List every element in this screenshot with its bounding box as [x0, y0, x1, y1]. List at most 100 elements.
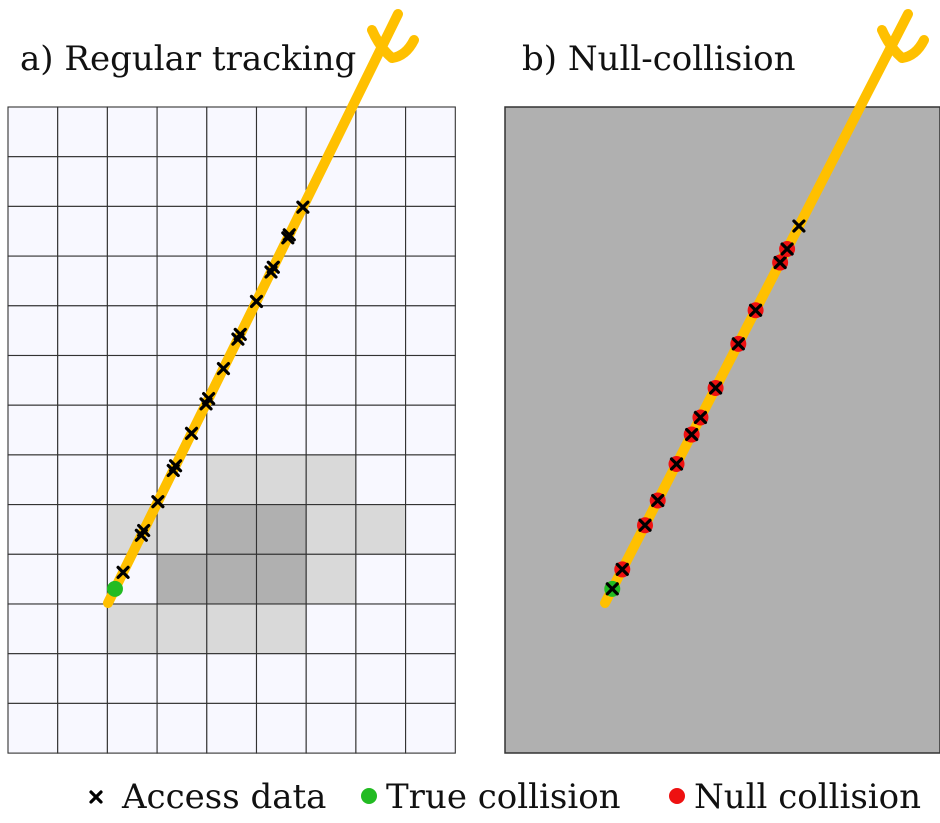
- grid-cell: [206, 553, 258, 605]
- collision-markers: [106, 200, 310, 597]
- grid-cell: [355, 106, 407, 158]
- grid-cell: [206, 603, 258, 655]
- forked-arrow-icon: [877, 25, 929, 63]
- grid-cell: [7, 305, 59, 357]
- grid-cell: [156, 106, 208, 158]
- grid-cell: [305, 404, 357, 456]
- grid-cell: [57, 702, 108, 754]
- grid-cell: [206, 454, 258, 506]
- grid-cell: [106, 603, 158, 655]
- grid-cell: [57, 454, 108, 506]
- access-mark: [693, 410, 708, 425]
- panel-b-title: b) Null-collision: [522, 39, 796, 79]
- access-mark: [184, 426, 199, 440]
- grid-cell: [57, 553, 108, 605]
- grid-cell: [156, 156, 208, 207]
- grid-cell: [7, 106, 59, 158]
- green-dot-icon: [361, 788, 377, 804]
- access-mark: [202, 392, 216, 406]
- panel-regular-tracking: [7, 9, 456, 754]
- grid-cell: [206, 156, 258, 207]
- grid-cell: [255, 553, 307, 605]
- grid-cell: [355, 603, 407, 655]
- access-mark: [773, 255, 787, 270]
- grid-cell: [405, 354, 456, 406]
- grid-cell: [355, 653, 407, 704]
- legend-true-collision-label: True collision: [386, 777, 621, 817]
- grid-cell: [57, 653, 108, 704]
- red-dot-icon: [669, 788, 685, 804]
- access-mark: [748, 303, 763, 317]
- grid-cell: [206, 205, 258, 257]
- grid-cell: [156, 702, 208, 754]
- grid-cell: [255, 354, 307, 406]
- grid-cell: [57, 404, 108, 456]
- grid-cell: [255, 454, 307, 506]
- voxel-grid: [7, 106, 456, 754]
- grid-cell: [106, 354, 158, 406]
- grid-cell: [355, 404, 407, 456]
- access-mark: [89, 790, 103, 804]
- grid-cell: [57, 255, 108, 307]
- grid-cell: [255, 404, 307, 456]
- access-mark: [669, 457, 684, 471]
- access-mark: [780, 242, 794, 256]
- access-mark: [151, 495, 165, 509]
- grid-cell: [156, 354, 208, 406]
- grid-cell: [255, 156, 307, 207]
- access-mark: [685, 427, 699, 442]
- grid-cell: [355, 305, 407, 357]
- grid-cell: [206, 354, 258, 406]
- grid-cell: [305, 653, 357, 704]
- grid-cell: [7, 603, 59, 655]
- grid-cell: [206, 255, 258, 307]
- legend: Access data True collision Null collisio…: [89, 777, 921, 817]
- grid-cell: [405, 404, 456, 456]
- access-mark: [792, 219, 806, 233]
- grid-cell: [405, 653, 456, 704]
- x-mark-icon: [89, 790, 103, 804]
- grid-cell: [255, 603, 307, 655]
- grid-cell: [7, 404, 59, 456]
- grid-cell: [156, 504, 208, 555]
- grid-cell: [106, 106, 158, 158]
- grid-cell: [355, 354, 407, 406]
- panel-null-collision: [504, 9, 940, 754]
- true-collision-dot: [106, 580, 123, 597]
- grid-cell: [355, 454, 407, 506]
- access-mark: [137, 523, 151, 538]
- grid-cell: [405, 454, 456, 506]
- grid-cell: [405, 205, 456, 257]
- grid-cell: [7, 205, 59, 257]
- grid-cell: [405, 156, 456, 207]
- grid-cell: [57, 504, 108, 555]
- grid-cell: [57, 354, 108, 406]
- grid-cell: [305, 354, 357, 406]
- grid-cell: [355, 553, 407, 605]
- legend-null-collision-label: Null collision: [694, 777, 921, 817]
- grid-cell: [106, 205, 158, 257]
- grid-cell: [7, 156, 59, 207]
- access-mark: [651, 493, 665, 508]
- panel-a-title: a) Regular tracking: [20, 39, 356, 79]
- grid-cell: [255, 106, 307, 158]
- grid-cell: [106, 404, 158, 456]
- grid-cell: [57, 156, 108, 207]
- grid-cell: [405, 553, 456, 605]
- grid-cell: [206, 702, 258, 754]
- grid-cell: [106, 653, 158, 704]
- grid-cell: [7, 255, 59, 307]
- access-mark: [605, 582, 619, 596]
- grid-cell: [405, 702, 456, 754]
- grid-cell: [305, 553, 357, 605]
- grid-cell: [305, 504, 357, 555]
- grid-cell: [305, 255, 357, 307]
- grid-cell: [255, 504, 307, 555]
- access-mark: [168, 459, 183, 473]
- grid-cell: [156, 653, 208, 704]
- grid-cell: [206, 404, 258, 456]
- grid-cell: [156, 205, 208, 257]
- grid-cell: [7, 702, 59, 754]
- grid-cell: [7, 454, 59, 506]
- grid-cell: [405, 255, 456, 307]
